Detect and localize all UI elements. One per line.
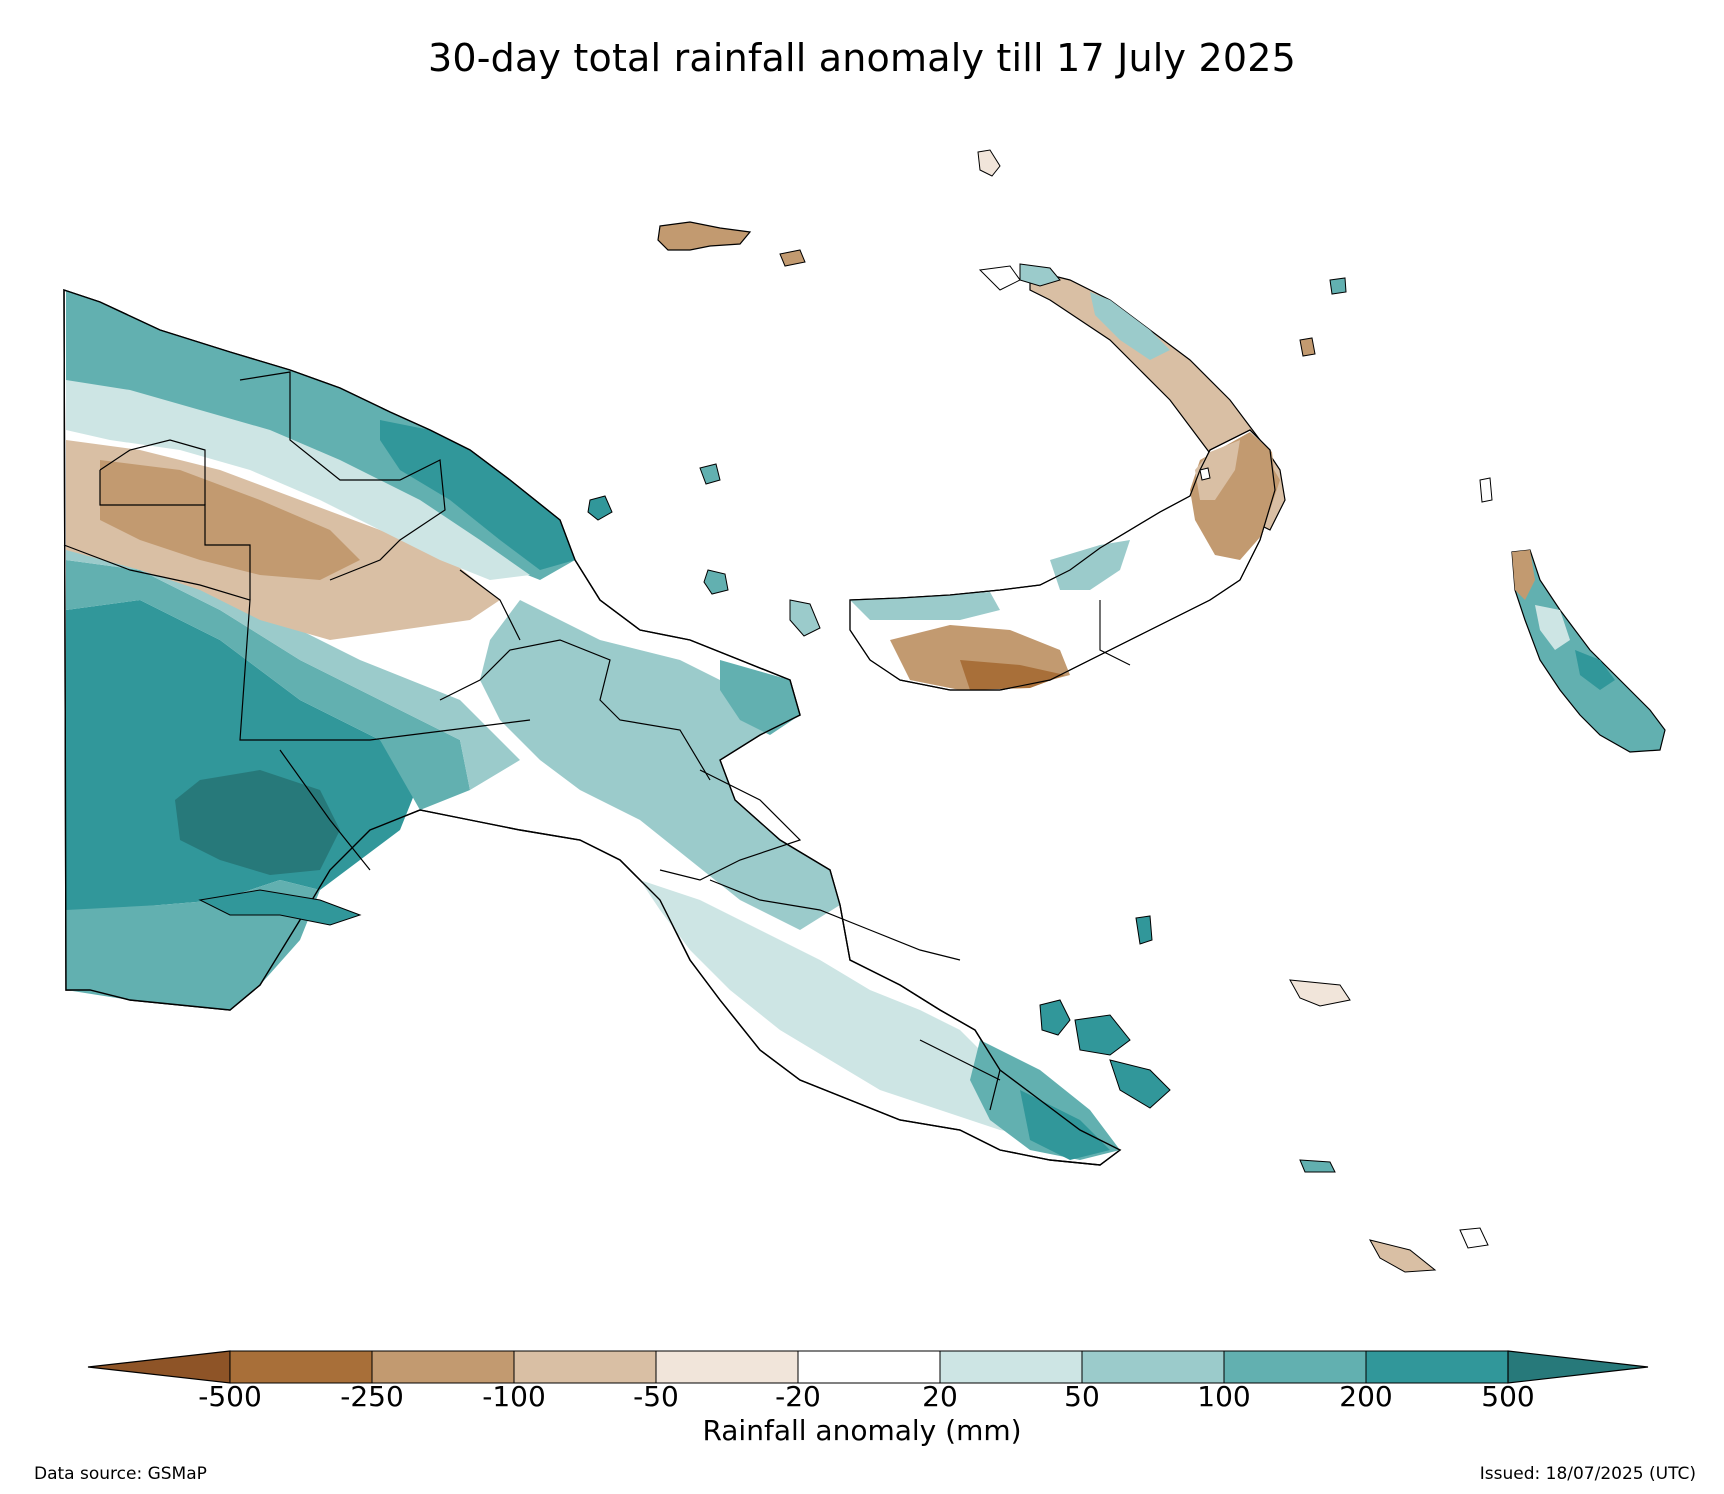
colorbar-segment	[229, 1350, 373, 1384]
rossel-tagula-island	[1369, 1239, 1437, 1273]
colorbar-label: Rainfall anomaly (mm)	[702, 1414, 1022, 1447]
colorbar-segment	[655, 1350, 799, 1384]
new-britain-coastline	[849, 429, 1276, 691]
new-britain-central-teal	[1050, 540, 1130, 590]
lihir	[1299, 337, 1316, 357]
zone-brown-core	[100, 460, 360, 580]
zone-light-teal-band	[66, 540, 520, 790]
zone-darkest-teal	[175, 770, 340, 875]
fergusson-island	[1074, 1014, 1131, 1056]
colorbar-extend-low	[87, 1350, 231, 1384]
woodlark-island	[1289, 979, 1351, 1007]
colorbar-tick-label: 100	[1197, 1380, 1251, 1413]
zone-central-light-teal	[480, 600, 840, 930]
colorbar-segment	[1223, 1350, 1367, 1384]
colorbar-segment	[1365, 1350, 1509, 1384]
new-ireland-north-teal	[1090, 292, 1170, 360]
colorbar-tick-label: 200	[1339, 1380, 1393, 1413]
issued-date: Issued: 18/07/2025 (UTC)	[1479, 1464, 1696, 1484]
long-island	[703, 569, 729, 595]
zone-north-teal	[66, 290, 575, 580]
colorbar-segment	[939, 1350, 1083, 1384]
fly-delta	[198, 889, 362, 926]
umboi-island	[789, 599, 821, 637]
manus-island	[657, 221, 752, 251]
wuvulu-islet	[1329, 277, 1347, 295]
trobriand-islands	[1135, 915, 1153, 945]
mainland-west	[63, 289, 1122, 1166]
bougainville	[1511, 549, 1666, 753]
rossel-island	[1459, 1227, 1489, 1249]
new-hanover-west	[978, 265, 1021, 291]
colorbar-tick-label: 20	[922, 1380, 958, 1413]
colorbar-tick-label: -20	[775, 1380, 821, 1413]
mainland-coastline	[63, 289, 1122, 1166]
province-borders	[63, 371, 1001, 1111]
misima-island	[1299, 1159, 1336, 1173]
new-britain-gazelle-light	[1195, 440, 1240, 500]
new-britain-border	[1099, 600, 1131, 666]
colorbar-segment	[797, 1350, 941, 1384]
zone-north-dark-teal	[380, 420, 575, 570]
colorbar-tick-label: -50	[633, 1380, 679, 1413]
bougainville-light	[1535, 605, 1570, 650]
bougainville-dark	[1575, 650, 1615, 690]
normanby-island	[1109, 1059, 1171, 1109]
goodenough-island	[1039, 999, 1071, 1036]
karkar-island	[587, 495, 613, 521]
bougainville-north-brown	[1512, 550, 1535, 600]
colorbar-tick-label: -500	[198, 1380, 262, 1413]
mussau	[977, 149, 1001, 177]
colorbar-segment	[1081, 1350, 1225, 1384]
nuguria-islet	[1479, 477, 1493, 503]
bagabag-island	[699, 463, 721, 485]
data-source: Data source: GSMaP	[34, 1464, 207, 1484]
zone-teal-band	[66, 560, 470, 810]
duke-of-york-islet	[1199, 467, 1211, 481]
colorbar-tick-label: -100	[482, 1380, 546, 1413]
zone-east-teal	[720, 660, 800, 735]
colorbar-tick-label: 500	[1481, 1380, 1535, 1413]
new-hanover	[1019, 263, 1061, 287]
manus-east-islet	[779, 249, 806, 267]
zone-southeast-light-teal	[640, 880, 1080, 1140]
colorbar	[87, 1350, 1649, 1384]
colorbar-extend-high	[1507, 1350, 1649, 1384]
colorbar-tick-label: -250	[340, 1380, 404, 1413]
colorbar-segment	[513, 1350, 657, 1384]
zone-southeast-dark-tip	[1020, 1090, 1110, 1160]
colorbar-tick-label: 50	[1064, 1380, 1100, 1413]
colorbar-segment	[371, 1350, 515, 1384]
map-title: 30-day total rainfall anomaly till 17 Ju…	[427, 36, 1297, 80]
